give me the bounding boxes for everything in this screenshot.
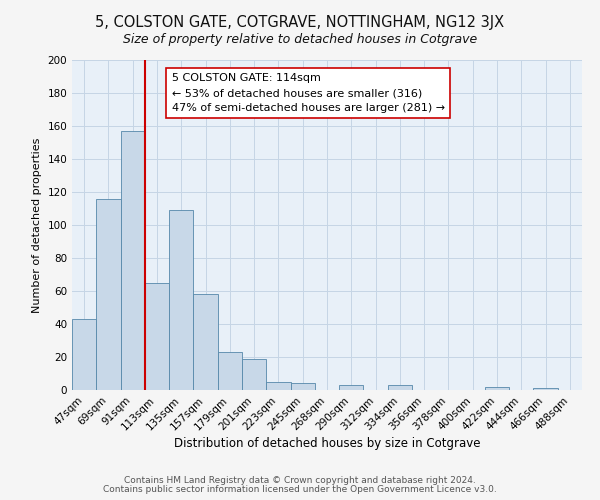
Bar xyxy=(533,388,558,390)
Bar xyxy=(193,294,218,390)
Bar xyxy=(339,385,364,390)
Bar xyxy=(290,384,315,390)
Bar xyxy=(218,352,242,390)
Bar xyxy=(388,385,412,390)
Y-axis label: Number of detached properties: Number of detached properties xyxy=(32,138,42,312)
Bar xyxy=(485,386,509,390)
Bar xyxy=(96,198,121,390)
Bar xyxy=(242,358,266,390)
Bar xyxy=(72,319,96,390)
Bar xyxy=(169,210,193,390)
Bar xyxy=(121,131,145,390)
X-axis label: Distribution of detached houses by size in Cotgrave: Distribution of detached houses by size … xyxy=(174,438,480,450)
Bar xyxy=(145,283,169,390)
Text: 5, COLSTON GATE, COTGRAVE, NOTTINGHAM, NG12 3JX: 5, COLSTON GATE, COTGRAVE, NOTTINGHAM, N… xyxy=(95,15,505,30)
Text: 5 COLSTON GATE: 114sqm
← 53% of detached houses are smaller (316)
47% of semi-de: 5 COLSTON GATE: 114sqm ← 53% of detached… xyxy=(172,73,445,113)
Text: Size of property relative to detached houses in Cotgrave: Size of property relative to detached ho… xyxy=(123,32,477,46)
Text: Contains HM Land Registry data © Crown copyright and database right 2024.: Contains HM Land Registry data © Crown c… xyxy=(124,476,476,485)
Text: Contains public sector information licensed under the Open Government Licence v3: Contains public sector information licen… xyxy=(103,485,497,494)
Bar xyxy=(266,382,290,390)
